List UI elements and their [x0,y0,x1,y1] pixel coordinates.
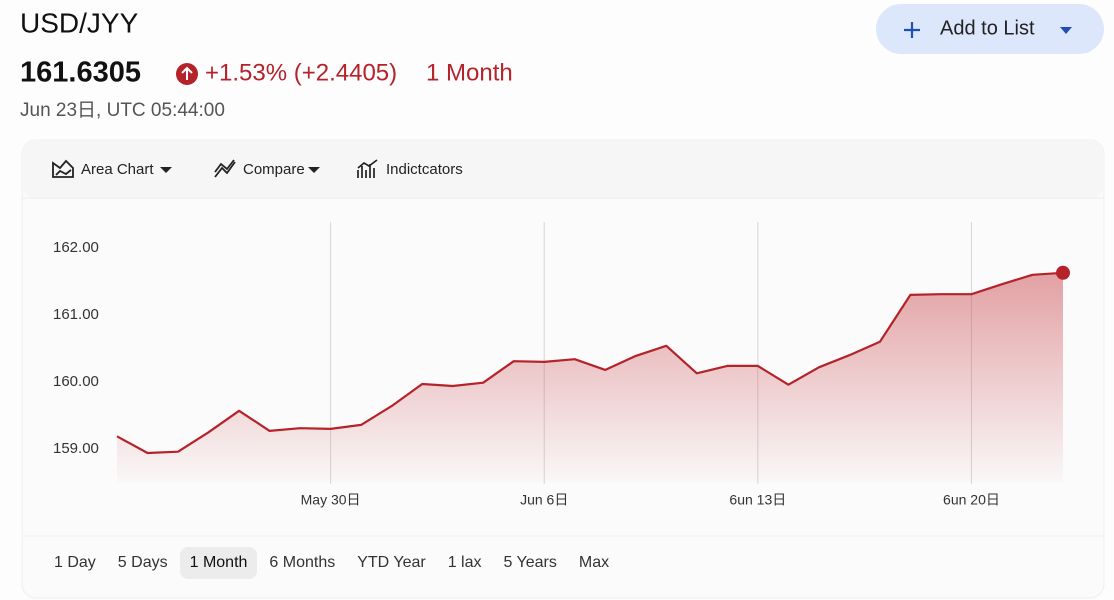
x-tick-label: May 30日 [301,492,361,508]
range-selector: 1 Day 5 Days 1 Month 6 Months YTD Year 1 lax 5… [44,547,619,579]
range-button[interactable]: Max [578,554,610,571]
range-button[interactable]: 5 Days [117,554,168,571]
x-tick-label: 6un 20日 [943,492,1000,508]
y-tick-label: 161.00 [53,306,99,323]
timestamp: Jun 23日, UTC 05:44:00 [20,100,225,121]
toolbar-item[interactable]: Compare [243,161,305,178]
indicators-icon [357,159,378,178]
y-tick-label: 159.00 [53,440,99,457]
plus-icon [904,22,920,38]
y-tick-label: 162.00 [53,239,99,256]
range-button[interactable]: YTD Year [357,554,426,571]
toolbar-item[interactable]: Area Chart [81,161,154,178]
dropdown-icon[interactable] [1060,27,1072,34]
range-button[interactable]: 1 lax [447,554,482,571]
area-icon [52,159,74,178]
range-button[interactable]: 5 Years [503,554,557,571]
dropdown-icon[interactable] [308,167,320,173]
plot: 159.00 160.00 161.00 162.00 May 30日 Jun 6日 6un… [53,222,1070,508]
add-button[interactable] [876,4,1104,54]
toolbar [22,140,1104,198]
compare-icon [214,159,236,178]
last-point [1056,265,1070,280]
x-tick-label: 6un 13日 [729,492,786,508]
range-button[interactable]: 1 Day [54,554,96,571]
up-arrow [181,66,193,80]
symbol: USD/JYY [20,7,139,38]
area-fill [117,272,1063,483]
range-button[interactable]: 1 Month [179,547,258,579]
x-tick-label: Jun 6日 [520,492,568,508]
add-button-label[interactable]: Add to List [940,17,1035,39]
price: 161.6305 [20,57,141,89]
change: +1.53% (+2.4405) [205,59,397,86]
dropdown-icon[interactable] [160,167,172,173]
range-button[interactable]: 6 Months [269,554,336,571]
price-line [116,271,1064,455]
period: 1 Month [426,59,513,86]
y-tick-label: 160.00 [53,373,99,390]
toolbar-item[interactable]: Indictcators [386,161,463,178]
